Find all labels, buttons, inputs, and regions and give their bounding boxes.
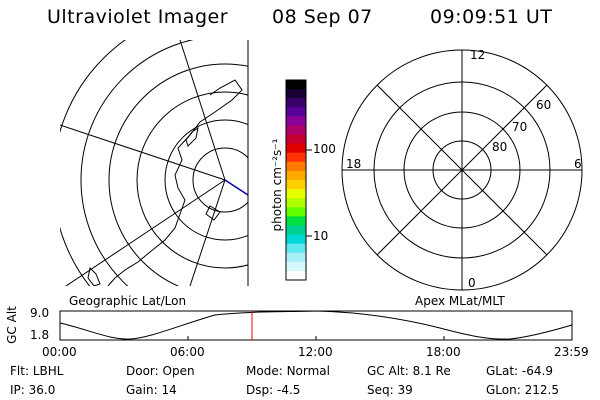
- colorbar-segment: [286, 261, 306, 272]
- mlat-label-80: 80: [492, 140, 508, 154]
- instrument-title: Ultraviolet Imager: [47, 6, 229, 28]
- status-door: Door: Open: [126, 364, 195, 378]
- mlt-axis-diag2: [376, 84, 548, 256]
- status-glon: GLon: 212.5: [486, 383, 559, 397]
- orbit-xtick-18: 18:00: [426, 345, 461, 359]
- status-gc-alt: GC Alt: 8.1 Re: [367, 364, 451, 378]
- polar-plot: [341, 49, 583, 291]
- mlat-label-60: 60: [536, 98, 552, 112]
- meridian-line: [189, 179, 226, 286]
- mlt-label-18: 18: [346, 157, 362, 171]
- orbit-xtick-12: 12:00: [298, 345, 333, 359]
- colorbar-segment: [286, 125, 306, 136]
- colorbar-segment: [286, 80, 306, 90]
- colorbar-segment: [286, 98, 306, 108]
- mlt-label-6: 6: [574, 157, 582, 171]
- coastline-island: [87, 266, 101, 286]
- lat-circle: [192, 147, 248, 213]
- colorbar-segment: [286, 207, 306, 217]
- colorbar-segment: [286, 152, 306, 163]
- colorbar-unit-label: photon cm⁻²s⁻¹: [270, 138, 284, 232]
- colorbar-segment: [286, 225, 306, 236]
- colorbar-segment: [286, 243, 306, 254]
- colorbar-tick-10: 10: [313, 229, 329, 243]
- orbit-ylabel: GC Alt: [5, 306, 19, 344]
- coastline-island: [185, 126, 199, 147]
- colorbar-segment: [286, 116, 306, 126]
- status-mode: Mode: Normal: [246, 364, 330, 378]
- meridian-line: [60, 124, 226, 181]
- colorbar-segment: [286, 180, 306, 190]
- time-label: 09:09:51 UT: [430, 6, 553, 28]
- colorbar-segment: [286, 143, 306, 154]
- geographic-panel-label: Geographic Lat/Lon: [69, 294, 187, 308]
- meridian-line: [65, 179, 226, 286]
- mlt-label-0: 0: [468, 276, 476, 290]
- colorbar-segment: [286, 198, 306, 208]
- colorbar-frame: [285, 79, 307, 281]
- orbit-altitude-curve: [59, 310, 573, 340]
- current-meridian: [224, 179, 248, 196]
- colorbar-segment: [286, 189, 306, 199]
- lat-circle: [80, 40, 194, 286]
- mlt-label-12: 12: [470, 48, 486, 62]
- orbit-ytick-9: 9.0: [30, 306, 50, 320]
- orbit-xtick-end: 23:59: [554, 345, 589, 359]
- colorbar-segment: [286, 216, 306, 226]
- coastline-island: [205, 205, 221, 221]
- status-dsp: Dsp: -4.5: [246, 383, 301, 397]
- orbit-plot-frame: [59, 310, 573, 341]
- date-label: 08 Sep 07: [272, 6, 373, 28]
- mlat-label-70: 70: [512, 120, 528, 134]
- lat-circle: [136, 91, 248, 269]
- status-glat: GLat: -64.9: [486, 364, 553, 378]
- status-seq: Seq: 39: [367, 383, 413, 397]
- status-flt: Flt: LBHL: [10, 364, 64, 378]
- colorbar-segment: [286, 234, 306, 245]
- colorbar-segment: [286, 107, 306, 117]
- lat-circle: [164, 119, 248, 241]
- colorbar: [286, 80, 306, 281]
- orbit-xtick-0: 00:00: [42, 345, 77, 359]
- apex-panel-label: Apex MLat/MLT: [415, 294, 505, 308]
- orbit-xtick-6: 06:00: [170, 345, 205, 359]
- colorbar-segment: [286, 161, 306, 172]
- colorbar-tick-100: 100: [313, 142, 336, 156]
- lat-circle: [108, 63, 248, 286]
- colorbar-segment: [286, 252, 306, 263]
- status-ip: IP: 36.0: [10, 383, 56, 397]
- meridian-line: [179, 40, 226, 181]
- colorbar-segment: [286, 170, 306, 181]
- colorbar-segment: [286, 89, 306, 99]
- status-gain: Gain: 14: [126, 383, 177, 397]
- colorbar-segment: [286, 270, 306, 281]
- coastline: [107, 79, 243, 286]
- orbit-ytick-1.8: 1.8: [30, 328, 50, 342]
- colorbar-segment: [286, 134, 306, 145]
